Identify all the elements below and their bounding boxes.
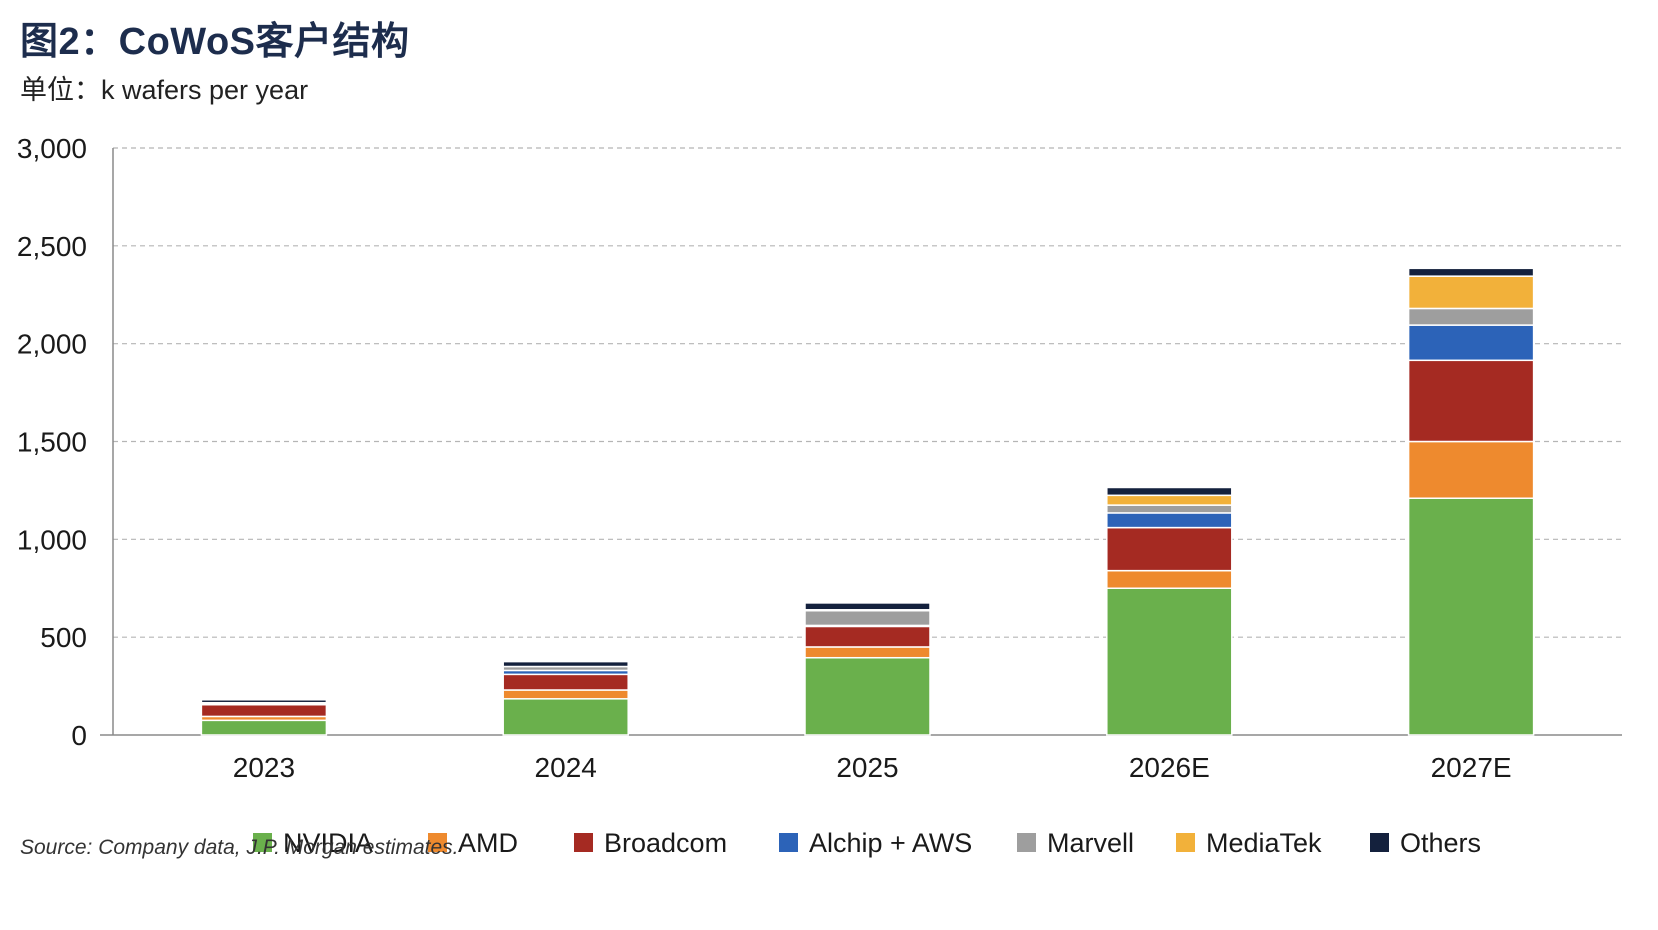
legend-swatch <box>779 833 798 852</box>
bar-segment-nvidia <box>1106 587 1233 736</box>
legend-label: Alchip + AWS <box>809 828 972 858</box>
bar-segment-alchip-aws <box>1407 324 1535 362</box>
bar-segment-amd <box>502 689 629 700</box>
x-tick-label: 2023 <box>233 752 295 783</box>
y-tick-label: 0 <box>71 720 87 751</box>
legend-swatch <box>253 833 272 852</box>
y-tick-label: 1,000 <box>17 524 87 555</box>
legend-label: MediaTek <box>1206 828 1322 858</box>
bar-segment-mediatek <box>1407 275 1535 310</box>
x-tick-label: 2027E <box>1431 752 1512 783</box>
legend-swatch <box>574 833 593 852</box>
bar-segment-nvidia <box>502 698 629 736</box>
chart-source: Source: Company data, J.P. Morgan estima… <box>20 836 459 859</box>
legend: NVIDIA AMD Broadcom Alchip + AWS Marvell Medi… <box>253 828 1481 858</box>
x-tick-label: 2024 <box>535 752 597 783</box>
bar-segment-mediatek <box>1106 494 1233 506</box>
bar-segment-nvidia <box>1407 497 1535 736</box>
legend-label: Marvell <box>1047 828 1134 858</box>
bar-segment-others <box>1407 267 1535 277</box>
y-tick-label: 3,000 <box>17 133 87 164</box>
bar-segment-marvell <box>1407 307 1535 326</box>
gridlines <box>113 147 1622 638</box>
bar-segment-marvell <box>1106 504 1233 514</box>
bar-segment-broadcom <box>804 625 931 648</box>
y-tick-label: 500 <box>40 622 87 653</box>
legend-label: AMD <box>458 828 518 858</box>
bar-segment-amd <box>1106 569 1233 590</box>
bars <box>200 267 1535 736</box>
bar-segment-amd <box>804 646 931 659</box>
bar-segment-broadcom <box>1407 359 1535 443</box>
x-tick-label: 2026E <box>1129 752 1210 783</box>
legend-label: Others <box>1400 828 1481 858</box>
chart-title: 图2：CoWoS客户结构 <box>20 21 410 63</box>
bar-segment-amd <box>1407 440 1535 499</box>
legend-label: Broadcom <box>604 828 727 858</box>
chart-subtitle: 单位：k wafers per year <box>20 75 309 105</box>
bar-segment-nvidia <box>804 656 931 736</box>
x-tick-label: 2025 <box>836 752 898 783</box>
legend-swatch <box>1370 833 1389 852</box>
bar-segment-others <box>804 602 931 611</box>
bar-segment-marvell <box>804 610 931 627</box>
legend-swatch <box>1017 833 1036 852</box>
bar-segment-others <box>502 660 629 668</box>
bar-segment-others <box>200 699 328 704</box>
y-tick-label: 1,500 <box>17 427 87 458</box>
y-tick-label: 2,000 <box>17 329 87 360</box>
bar-segment-broadcom <box>200 703 328 718</box>
bar-segment-broadcom <box>1106 526 1233 572</box>
bar-segment-alchip-aws <box>1106 512 1233 529</box>
legend-swatch <box>1176 833 1195 852</box>
tick-labels: 0 500 1,000 1,500 2,000 2,500 3,000 2023 2024 202… <box>17 133 1512 783</box>
y-tick-label: 2,500 <box>17 231 87 262</box>
bar-segment-others <box>1106 486 1233 497</box>
bar-segment-broadcom <box>502 673 629 691</box>
legend-swatch <box>428 833 447 852</box>
legend-label: NVIDIA <box>283 828 373 858</box>
bar-segment-nvidia <box>200 719 328 736</box>
